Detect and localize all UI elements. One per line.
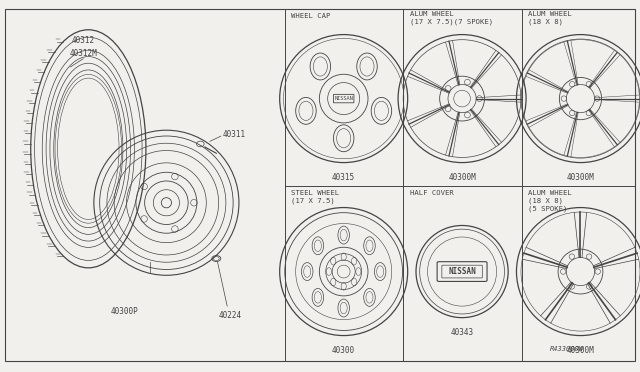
- Text: 40300M: 40300M: [566, 346, 595, 355]
- Text: HALF COVER: HALF COVER: [410, 190, 453, 196]
- Text: ALUM WHEEL
(17 X 7.5)(7 SPOKE): ALUM WHEEL (17 X 7.5)(7 SPOKE): [410, 11, 493, 25]
- Text: 40300P: 40300P: [111, 307, 139, 316]
- Text: 40343: 40343: [451, 328, 474, 337]
- Text: 40300M: 40300M: [566, 173, 595, 182]
- Text: WHEEL CAP: WHEEL CAP: [291, 13, 331, 19]
- Text: 40311: 40311: [223, 130, 246, 139]
- Text: 40312M: 40312M: [69, 49, 97, 58]
- Text: STEEL WHEEL
(17 X 7.5): STEEL WHEEL (17 X 7.5): [291, 190, 339, 205]
- Text: 40224: 40224: [219, 311, 242, 320]
- Text: 40315: 40315: [332, 173, 355, 182]
- Text: ALUM WHEEL
(18 X 8): ALUM WHEEL (18 X 8): [528, 11, 572, 25]
- Text: NISSAN: NISSAN: [334, 96, 353, 101]
- Text: R433000W: R433000W: [550, 346, 584, 352]
- Text: NISSAN: NISSAN: [448, 267, 476, 276]
- Text: 40300M: 40300M: [448, 173, 476, 182]
- Text: 40312: 40312: [72, 36, 95, 45]
- Text: ALUM WHEEL
(18 X 8)
(5 SPOKE): ALUM WHEEL (18 X 8) (5 SPOKE): [528, 190, 572, 212]
- Text: 40300: 40300: [332, 346, 355, 355]
